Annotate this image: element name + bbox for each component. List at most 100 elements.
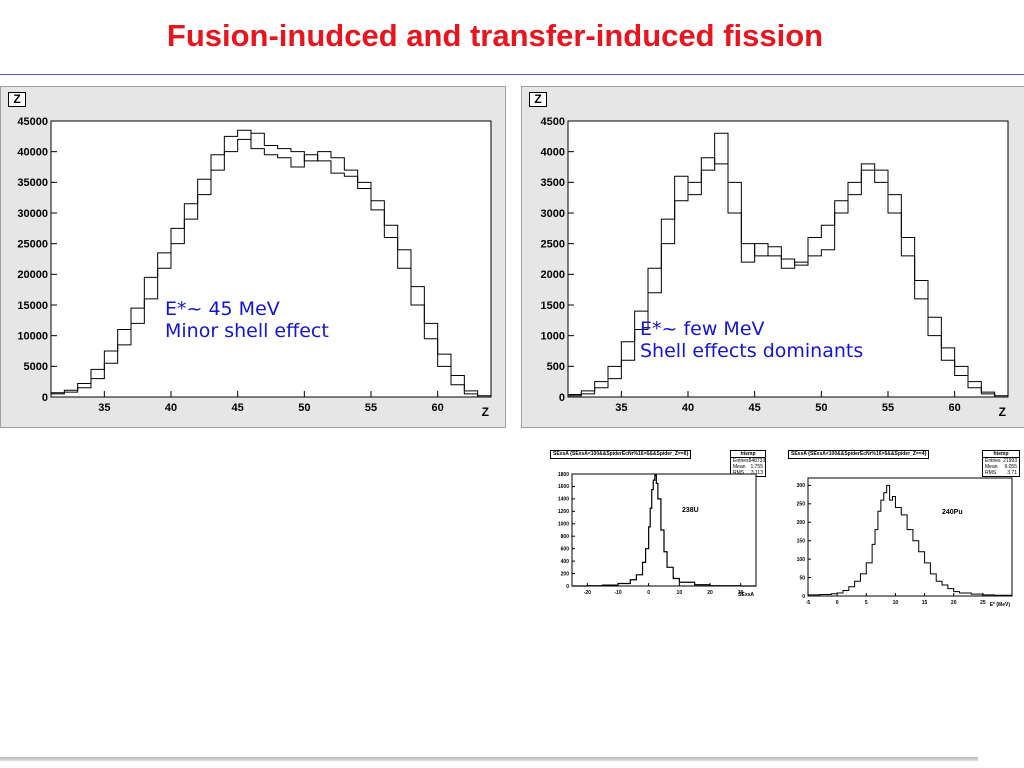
series-1-step-line xyxy=(567,157,1008,398)
x-tick-label: 45 xyxy=(749,402,761,414)
x-tick-label: 10 xyxy=(893,600,899,606)
stats-row: Mean 9.055 xyxy=(985,464,1017,470)
series-0-step-line xyxy=(807,484,1013,596)
x-axis-title: SExsA xyxy=(738,592,754,598)
series-1-step-line xyxy=(50,129,491,398)
y-tick-label: 1800 xyxy=(558,472,569,478)
excitation-energy-chart-238u: SExsA {SExsA<100&&SpiderEcNr%16>6&&Spide… xyxy=(548,450,766,602)
y-tick-label: 20000 xyxy=(17,269,48,281)
y-tick-label: 35000 xyxy=(17,177,48,189)
x-tick-label: 50 xyxy=(815,402,827,414)
plot-frame xyxy=(50,120,492,398)
x-tick-label: 55 xyxy=(882,402,894,414)
y-tick-label: 1600 xyxy=(558,484,569,490)
x-tick-label: 35 xyxy=(98,402,110,414)
y-tick-label: 15000 xyxy=(17,300,48,312)
annotation-fusion: E*~ 45 MeV Minor shell effect xyxy=(165,298,329,342)
stats-row: RMS 3.113 xyxy=(733,470,763,476)
x-axis-title: Z xyxy=(999,405,1006,419)
stats-row: RMS 3.71 xyxy=(985,470,1017,476)
x-tick-label: 15 xyxy=(922,600,928,606)
y-tick-label: 3500 xyxy=(541,177,565,189)
y-tick-label: 200 xyxy=(797,520,806,526)
x-axis-title: Z xyxy=(482,405,489,419)
stats-box: htemp Entries 21993 Mean 9.055 RMS 3.71 xyxy=(982,450,1020,477)
title-divider xyxy=(0,74,1024,75)
x-tick-label: 0 xyxy=(647,590,650,596)
y-tick-label: 200 xyxy=(561,571,570,577)
y-tick-label: 1000 xyxy=(558,522,569,528)
y-tick-label: 5000 xyxy=(24,361,48,373)
y-tick-label: 1200 xyxy=(558,509,569,515)
nucleus-label: 238U xyxy=(682,507,699,514)
x-axis-title: E* (MeV) xyxy=(990,602,1011,608)
x-tick-label: 45 xyxy=(232,402,244,414)
y-tick-label: 600 xyxy=(561,546,570,552)
y-tick-label: 300 xyxy=(797,483,806,489)
y-tick-label: 40000 xyxy=(17,147,48,159)
y-tick-label: 3000 xyxy=(541,208,565,220)
y-tick-label: 0 xyxy=(42,392,48,404)
annotation-line-1: E*~ few MeV xyxy=(640,318,765,340)
x-tick-label: 40 xyxy=(682,402,694,414)
slide-title: Fusion-inudced and transfer-induced fiss… xyxy=(166,18,824,53)
y-tick-label: 10000 xyxy=(17,331,48,343)
x-tick-label: 25 xyxy=(980,600,986,606)
y-tick-label: 1500 xyxy=(541,300,565,312)
histogram-name-box: Z xyxy=(529,92,547,107)
stats-name: htemp xyxy=(983,451,1019,458)
x-tick-label: 20 xyxy=(951,600,957,606)
y-tick-label: 0 xyxy=(802,594,805,600)
y-tick-label: 400 xyxy=(561,559,570,565)
series-0-step-line xyxy=(572,474,756,587)
x-tick-label: 55 xyxy=(365,402,377,414)
annotation-line-2: Shell effects dominants xyxy=(640,340,864,362)
annotation-transfer: E*~ few MeV Shell effects dominants xyxy=(640,318,863,362)
mini-chart-title: SExsA {SExsA<100&&SpiderEcNr%16>6&&Spide… xyxy=(550,450,692,459)
annotation-line-1: E*~ 45 MeV xyxy=(165,298,280,320)
x-tick-label: 60 xyxy=(949,402,961,414)
x-tick-label: 0 xyxy=(836,600,839,606)
x-tick-label: 35 xyxy=(615,402,627,414)
annotation-line-2: Minor shell effect xyxy=(165,320,329,342)
histogram-name-box: Z xyxy=(8,92,26,107)
stats-row: Mean 1.755 xyxy=(733,464,763,470)
x-tick-label: 30 xyxy=(738,590,744,596)
stats-box: htemp Entries 848733 Mean 1.755 RMS 3.113 xyxy=(730,450,766,477)
y-tick-label: 800 xyxy=(561,534,570,540)
x-tick-label: 40 xyxy=(165,402,177,414)
charge-distribution-chart-transfer: Z 0 500 1000 1500 2000 2500 3000 3500 4000 4500 35… xyxy=(521,86,1024,428)
nucleus-label: 240Pu xyxy=(942,509,963,516)
y-tick-label: 150 xyxy=(797,538,806,544)
mini-plot-area: 0 200 400 600 800 1000 1200 1400 1600 1800 -20 -10 0… xyxy=(558,472,757,598)
x-tick-label: 5 xyxy=(865,600,868,606)
y-tick-label: 4500 xyxy=(541,116,565,128)
y-tick-label: 500 xyxy=(547,361,565,373)
y-tick-label: 0 xyxy=(559,392,565,404)
x-tick-label: -20 xyxy=(584,590,591,596)
y-tick-label: 100 xyxy=(797,557,806,563)
x-tick-label: -5 xyxy=(806,600,811,606)
y-tick-label: 250 xyxy=(797,502,806,508)
y-tick-label: 45000 xyxy=(17,116,48,128)
y-tick-label: 50 xyxy=(799,575,805,581)
x-tick-label: 60 xyxy=(432,402,444,414)
plot-frame xyxy=(807,477,1013,597)
stats-name: htemp xyxy=(731,451,765,458)
y-tick-label: 2500 xyxy=(541,239,565,251)
stats-row: Entries 848733 xyxy=(733,458,766,464)
charge-distribution-chart-fusion: Z 0 5000 10000 15000 20000 25000 30000 35000 400… xyxy=(0,86,506,428)
x-tick-label: 10 xyxy=(677,590,683,596)
chart-plot-area: 0 500 1000 1500 2000 2500 3000 3500 4000 4500 35 40… xyxy=(541,116,1009,419)
y-tick-label: 2000 xyxy=(541,269,565,281)
y-tick-label: 30000 xyxy=(17,208,48,220)
mini-chart-title: SExsA {SExsA<100&&SpiderEcNr%16>6&&Spide… xyxy=(788,450,930,459)
footer-divider xyxy=(0,757,978,761)
y-tick-label: 1000 xyxy=(541,331,565,343)
chart-plot-area: 0 5000 10000 15000 20000 25000 30000 35000 40000… xyxy=(17,116,492,419)
x-tick-label: 20 xyxy=(707,590,713,596)
stats-row: Entries 21993 xyxy=(985,458,1017,464)
y-tick-label: 1400 xyxy=(558,497,569,503)
y-tick-label: 4000 xyxy=(541,147,565,159)
